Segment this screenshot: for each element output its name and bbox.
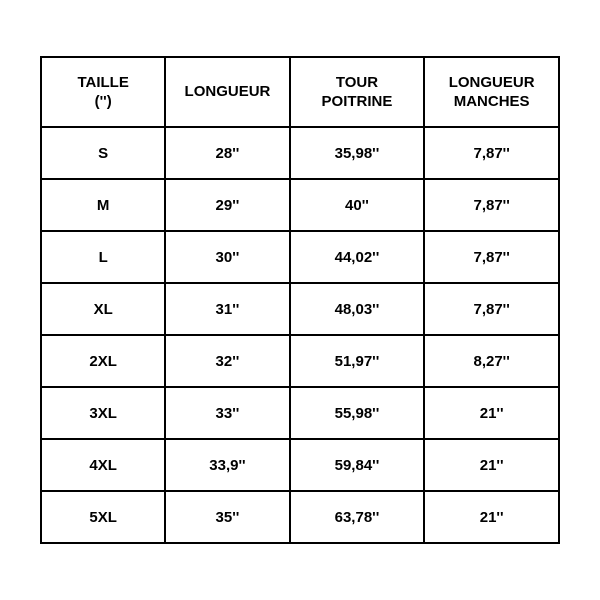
table-body: S28''35,98''7,87''M29''40''7,87''L30''44… [41, 127, 559, 543]
table-row: 3XL33''55,98''21'' [41, 387, 559, 439]
cell-chest: 55,98'' [290, 387, 425, 439]
cell-size: L [41, 231, 165, 283]
cell-size: S [41, 127, 165, 179]
cell-chest: 40'' [290, 179, 425, 231]
size-chart-container: TAILLE ('') LONGUEUR TOUR POITRINE LONGU… [40, 56, 560, 544]
cell-sleeve: 7,87'' [424, 127, 559, 179]
cell-size: 2XL [41, 335, 165, 387]
header-size: TAILLE ('') [41, 57, 165, 127]
cell-size: 4XL [41, 439, 165, 491]
cell-sleeve: 21'' [424, 491, 559, 543]
cell-length: 32'' [165, 335, 289, 387]
cell-chest: 63,78'' [290, 491, 425, 543]
table-row: S28''35,98''7,87'' [41, 127, 559, 179]
cell-length: 33'' [165, 387, 289, 439]
cell-length: 28'' [165, 127, 289, 179]
table-row: 2XL32''51,97''8,27'' [41, 335, 559, 387]
cell-length: 33,9'' [165, 439, 289, 491]
header-chest-line1: TOUR [336, 74, 378, 91]
cell-chest: 48,03'' [290, 283, 425, 335]
cell-sleeve: 21'' [424, 387, 559, 439]
cell-length: 31'' [165, 283, 289, 335]
cell-chest: 35,98'' [290, 127, 425, 179]
cell-size: M [41, 179, 165, 231]
cell-length: 30'' [165, 231, 289, 283]
header-sleeve-line2: MANCHES [454, 93, 530, 110]
table-row: 5XL35''63,78''21'' [41, 491, 559, 543]
cell-size: 3XL [41, 387, 165, 439]
cell-sleeve: 7,87'' [424, 283, 559, 335]
cell-length: 35'' [165, 491, 289, 543]
cell-sleeve: 7,87'' [424, 179, 559, 231]
header-chest-line2: POITRINE [322, 93, 393, 110]
cell-sleeve: 21'' [424, 439, 559, 491]
table-row: M29''40''7,87'' [41, 179, 559, 231]
header-sleeve: LONGUEUR MANCHES [424, 57, 559, 127]
header-length: LONGUEUR [165, 57, 289, 127]
cell-chest: 59,84'' [290, 439, 425, 491]
cell-sleeve: 7,87'' [424, 231, 559, 283]
header-size-line1: TAILLE [77, 74, 128, 91]
header-chest: TOUR POITRINE [290, 57, 425, 127]
cell-sleeve: 8,27'' [424, 335, 559, 387]
cell-chest: 51,97'' [290, 335, 425, 387]
table-row: 4XL33,9''59,84''21'' [41, 439, 559, 491]
table-row: L30''44,02''7,87'' [41, 231, 559, 283]
table-header-row: TAILLE ('') LONGUEUR TOUR POITRINE LONGU… [41, 57, 559, 127]
cell-length: 29'' [165, 179, 289, 231]
header-size-line2: ('') [95, 93, 112, 110]
cell-size: 5XL [41, 491, 165, 543]
table-row: XL31''48,03''7,87'' [41, 283, 559, 335]
cell-size: XL [41, 283, 165, 335]
header-sleeve-line1: LONGUEUR [449, 74, 535, 91]
size-chart-table: TAILLE ('') LONGUEUR TOUR POITRINE LONGU… [40, 56, 560, 544]
cell-chest: 44,02'' [290, 231, 425, 283]
